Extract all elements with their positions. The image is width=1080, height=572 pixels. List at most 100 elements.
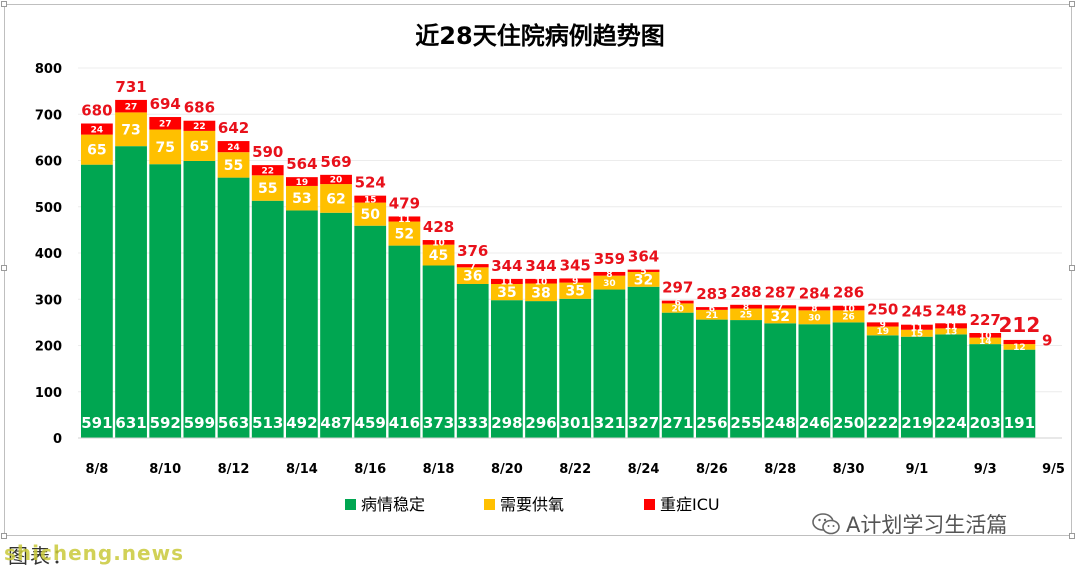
bar-segment [354,195,387,203]
segment-label: 50 [360,207,380,223]
total-label: 212 [999,313,1041,337]
resize-handle-bottom-right[interactable] [1069,533,1075,539]
bar-segment [81,123,113,135]
total-label: 686 [184,99,215,117]
bar-segment [866,322,899,327]
bars [81,99,1036,439]
bar-segment [764,323,797,438]
bar-segment [183,130,216,161]
x-tick-label: 8/22 [559,462,591,477]
legend-label: 需要供氧 [500,495,564,514]
bar-segment [798,324,831,438]
bar-segment [559,298,592,438]
y-tick-label: 400 [35,247,62,262]
bar-segment [422,240,455,245]
segment-label: 459 [355,414,386,432]
total-label: 284 [799,285,830,303]
resize-handle-top-left[interactable] [1,1,7,7]
segment-label: 32 [634,272,653,288]
total-label: 286 [833,284,864,302]
segment-label: 631 [115,414,146,432]
bar-segment [730,320,762,438]
segment-label: 222 [867,414,898,432]
legend: 病情稳定 需要供氧 重症ICU [345,495,720,514]
total-label: 250 [867,300,898,318]
bar-segment [764,305,797,309]
footer-watermark: shicheng.news [4,541,184,565]
resize-handle-top-right[interactable] [1069,1,1075,7]
segment-label: 301 [560,414,591,432]
resize-handle-bottom-left[interactable] [1,533,7,539]
total-label: 569 [320,153,351,171]
segment-label: 30 [808,314,821,324]
segment-label: 15 [911,329,924,339]
segment-label: 599 [184,414,215,432]
wechat-credit: A计划学习生活篇 [812,509,1007,539]
segment-label: 20 [330,176,343,186]
total-label: 364 [628,248,659,266]
segment-label: 10 [979,332,992,342]
y-tick-label: 200 [35,340,62,355]
segment-label: 36 [463,269,482,285]
bar-segment [183,160,216,438]
resize-handle-middle-left[interactable] [1,265,7,271]
bar-segment [217,141,250,153]
bar-segment [320,174,352,185]
bar-segment [149,129,182,165]
segment-label: 11 [398,215,411,225]
bar-segment [149,164,182,438]
resize-handle-middle-right[interactable] [1069,265,1075,271]
segment-label: 11 [911,323,924,333]
bar-segment [969,337,1002,345]
bar-segment [217,177,250,439]
total-label: 731 [115,78,146,96]
segment-label: 256 [696,414,727,432]
bar-segment [901,324,933,330]
segment-label: 52 [395,227,414,243]
total-label: 590 [252,143,283,161]
bar-segment [696,307,728,310]
x-tick-label: 8/14 [286,462,318,477]
bar-segment [559,282,592,299]
x-tick-label: 8/20 [491,462,523,477]
total-label: 345 [560,256,591,274]
segment-label: 27 [159,120,172,130]
segment-label: 492 [286,414,317,432]
segment-label: 35 [565,284,584,300]
y-tick-label: 0 [53,432,62,447]
segment-label: 563 [218,414,249,432]
segment-label: 11 [945,322,958,332]
segment-label: 65 [190,139,209,155]
bar-segment [81,164,113,438]
x-tick-label: 8/28 [764,462,796,477]
x-axis: 8/8 8/10 8/12 8/14 8/16 8/18 8/20 8/22 8/24 8/26 8… [78,437,1065,477]
segment-label: 75 [155,140,174,156]
bar-segment [866,326,899,336]
segment-label: 255 [730,414,761,432]
bar-segment [593,275,626,290]
segment-label: 296 [525,414,556,432]
bar-segment [456,283,489,438]
total-label: 287 [765,283,796,301]
x-tick-label: 9/1 [905,462,928,477]
total-label: 344 [491,257,522,275]
bar-segment [935,323,967,329]
legend-label: 病情稳定 [361,495,425,514]
legend-swatch [484,499,495,510]
bar-segment [866,335,899,438]
segment-label: 191 [1004,414,1035,432]
total-label: 288 [730,283,761,301]
segment-label: 24 [91,125,104,135]
bar-segment [456,264,489,268]
bar-segment [525,283,557,302]
data-labels: 5916524680631732773159275276945996522686… [81,78,1052,432]
bar-segment [696,319,728,438]
segment-label: 30 [603,279,616,289]
bar-segment [251,200,284,438]
bar-segment [730,308,762,321]
x-tick-label: 8/10 [149,462,181,477]
bar-segment [696,309,728,320]
bar-segment [661,300,694,304]
segment-label: 55 [258,181,277,197]
segment-label: 32 [770,309,789,325]
